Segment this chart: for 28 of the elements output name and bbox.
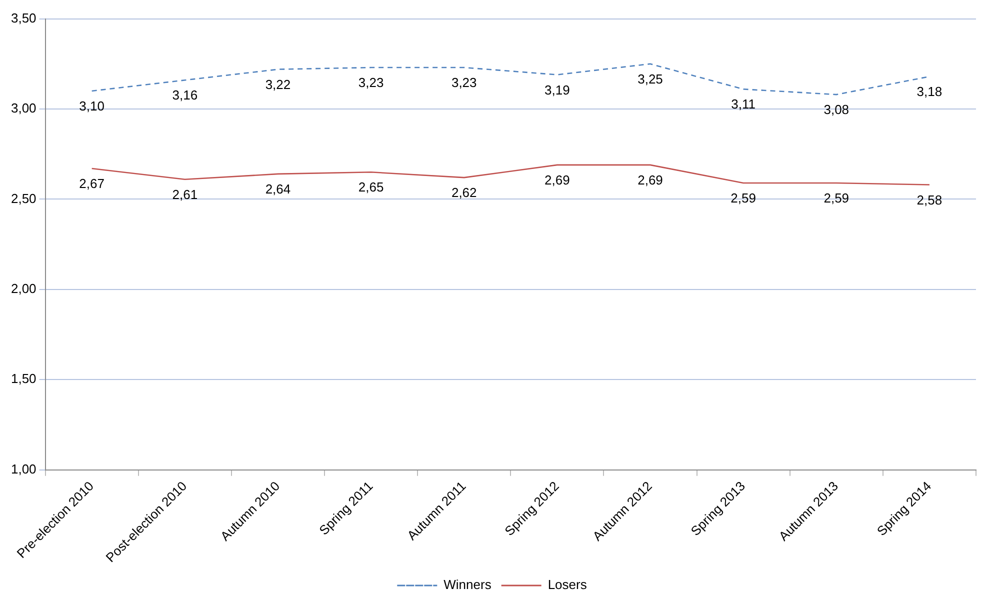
data-label: 3,08 xyxy=(824,102,850,118)
data-label: 3,10 xyxy=(79,98,104,114)
y-tick-label: 1,50 xyxy=(10,371,36,386)
data-label: 3,11 xyxy=(731,96,756,112)
y-tick-label: 2,00 xyxy=(10,280,36,296)
data-label: 3,23 xyxy=(451,75,477,90)
data-label: 3,18 xyxy=(916,84,942,100)
legend-label: Winners xyxy=(444,577,492,592)
data-label: 2,64 xyxy=(265,182,291,197)
data-label: 2,58 xyxy=(916,192,942,208)
data-label: 2,59 xyxy=(730,190,756,206)
data-label: 2,67 xyxy=(79,176,104,192)
data-label: 2,59 xyxy=(824,190,850,206)
data-label: 2,61 xyxy=(172,186,198,202)
data-label: 3,23 xyxy=(358,75,384,90)
data-label: 2,65 xyxy=(358,180,384,195)
y-tick-label: 2,50 xyxy=(10,190,36,206)
y-tick-label: 3,50 xyxy=(10,10,36,26)
data-label: 3,16 xyxy=(172,88,198,103)
data-label: 2,62 xyxy=(451,185,477,200)
data-label: 3,19 xyxy=(544,82,570,98)
data-label: 2,69 xyxy=(544,172,570,188)
legend-label: Losers xyxy=(548,577,588,592)
y-tick-label: 1,00 xyxy=(10,461,36,476)
data-label: 3,22 xyxy=(265,76,291,92)
data-label: 3,25 xyxy=(638,71,663,86)
data-label: 2,69 xyxy=(638,172,663,188)
y-tick-label: 3,00 xyxy=(10,100,36,116)
